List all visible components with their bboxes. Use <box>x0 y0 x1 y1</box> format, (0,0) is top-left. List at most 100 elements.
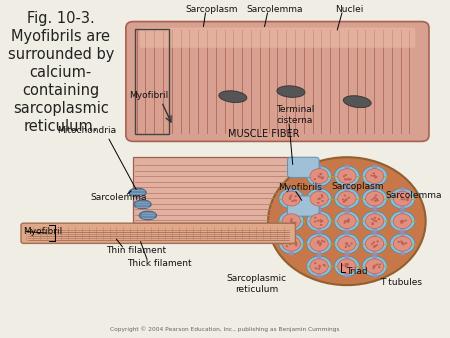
Circle shape <box>362 256 387 276</box>
Circle shape <box>401 220 403 222</box>
Circle shape <box>321 240 323 242</box>
Circle shape <box>342 199 344 201</box>
Circle shape <box>371 223 374 225</box>
Circle shape <box>338 169 356 184</box>
Circle shape <box>373 219 375 221</box>
Circle shape <box>279 234 304 254</box>
Circle shape <box>365 259 384 274</box>
Circle shape <box>290 240 292 242</box>
Circle shape <box>289 240 292 242</box>
Circle shape <box>321 177 324 179</box>
Circle shape <box>365 191 384 206</box>
Circle shape <box>372 187 378 192</box>
Circle shape <box>318 198 320 200</box>
Circle shape <box>373 246 375 248</box>
Circle shape <box>346 244 348 246</box>
Circle shape <box>344 206 350 210</box>
Circle shape <box>344 265 346 267</box>
Circle shape <box>351 243 353 245</box>
Circle shape <box>372 164 378 169</box>
Circle shape <box>402 243 405 245</box>
Circle shape <box>334 189 359 209</box>
Circle shape <box>322 176 324 178</box>
Circle shape <box>371 222 374 224</box>
Circle shape <box>316 255 322 259</box>
Circle shape <box>390 189 415 209</box>
Circle shape <box>400 196 403 198</box>
Circle shape <box>289 243 292 245</box>
Circle shape <box>373 175 376 177</box>
Circle shape <box>344 200 346 202</box>
Circle shape <box>347 197 350 199</box>
Circle shape <box>320 194 323 196</box>
Text: Sarcolemma: Sarcolemma <box>386 191 442 200</box>
Circle shape <box>288 251 294 256</box>
Circle shape <box>362 166 387 186</box>
FancyBboxPatch shape <box>288 157 319 177</box>
Circle shape <box>346 264 349 266</box>
Ellipse shape <box>139 211 157 220</box>
Circle shape <box>375 220 377 222</box>
Circle shape <box>315 267 317 269</box>
Circle shape <box>341 264 344 266</box>
Circle shape <box>346 263 349 265</box>
Ellipse shape <box>343 96 371 108</box>
Circle shape <box>338 191 356 206</box>
Circle shape <box>345 246 347 248</box>
Circle shape <box>294 195 297 197</box>
Circle shape <box>374 245 376 247</box>
Circle shape <box>279 189 304 209</box>
Circle shape <box>374 175 376 177</box>
Circle shape <box>347 178 350 180</box>
Circle shape <box>314 178 316 180</box>
Text: Sarcoplasm: Sarcoplasm <box>332 182 384 191</box>
Circle shape <box>371 243 373 245</box>
Circle shape <box>316 251 322 256</box>
Circle shape <box>347 178 349 180</box>
Circle shape <box>400 228 405 233</box>
Circle shape <box>316 187 322 192</box>
Circle shape <box>372 251 378 256</box>
FancyBboxPatch shape <box>21 223 296 243</box>
Circle shape <box>320 219 322 221</box>
Circle shape <box>319 244 321 246</box>
Circle shape <box>365 236 384 251</box>
Circle shape <box>317 242 319 244</box>
Circle shape <box>393 236 412 251</box>
Circle shape <box>288 232 294 237</box>
Circle shape <box>290 218 293 220</box>
Circle shape <box>346 242 348 244</box>
Circle shape <box>373 266 375 268</box>
Circle shape <box>396 196 399 198</box>
Circle shape <box>345 174 347 176</box>
Circle shape <box>288 210 294 214</box>
Circle shape <box>393 191 412 206</box>
Circle shape <box>334 256 359 276</box>
Circle shape <box>362 189 387 209</box>
Circle shape <box>390 234 415 254</box>
Circle shape <box>317 202 320 204</box>
Circle shape <box>401 220 404 222</box>
Circle shape <box>338 236 356 251</box>
Circle shape <box>310 259 328 274</box>
Circle shape <box>365 214 384 228</box>
Circle shape <box>321 220 323 222</box>
Circle shape <box>310 169 328 184</box>
Circle shape <box>316 232 322 237</box>
Circle shape <box>344 178 347 180</box>
Circle shape <box>287 223 289 225</box>
Circle shape <box>375 194 377 196</box>
Circle shape <box>344 255 350 259</box>
Text: Sarcoplasm: Sarcoplasm <box>185 5 238 14</box>
Circle shape <box>317 240 320 242</box>
Text: MUSCLE FIBER: MUSCLE FIBER <box>228 129 300 139</box>
Circle shape <box>378 266 381 268</box>
Circle shape <box>390 211 415 231</box>
Circle shape <box>316 206 322 210</box>
Circle shape <box>403 198 405 200</box>
Circle shape <box>400 221 403 223</box>
Circle shape <box>320 173 322 175</box>
Circle shape <box>319 242 321 244</box>
Circle shape <box>373 265 376 267</box>
Circle shape <box>375 176 378 178</box>
